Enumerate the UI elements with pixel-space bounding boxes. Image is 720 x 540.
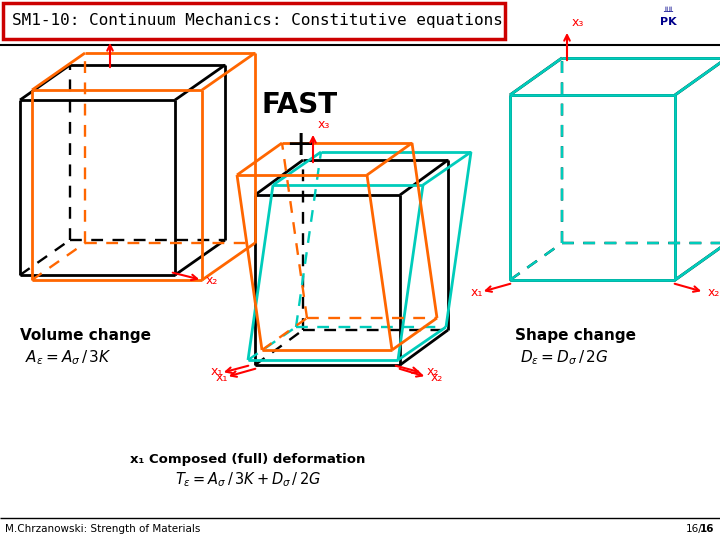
Text: PK: PK: [660, 17, 676, 27]
Text: $A_\varepsilon = A_\sigma\,/\,3K$: $A_\varepsilon = A_\sigma\,/\,3K$: [25, 348, 112, 367]
FancyBboxPatch shape: [3, 3, 505, 39]
Text: x₂: x₂: [431, 371, 444, 384]
Text: x₁: x₁: [471, 286, 483, 299]
Text: x₃: x₃: [318, 118, 330, 131]
Text: Shape change: Shape change: [515, 328, 636, 343]
Text: ╨╨: ╨╨: [663, 7, 673, 16]
Text: x₁ Composed (full) deformation: x₁ Composed (full) deformation: [130, 454, 366, 467]
Text: x₃: x₃: [572, 16, 585, 29]
Text: $D_\varepsilon = D_\sigma\,/\,2G$: $D_\varepsilon = D_\sigma\,/\,2G$: [520, 348, 608, 367]
Text: FAST: FAST: [262, 91, 338, 119]
Text: x₂: x₂: [708, 286, 720, 299]
Text: $T_\varepsilon = A_\sigma\,/\,3K + D_\sigma\,/\,2G$: $T_\varepsilon = A_\sigma\,/\,3K + D_\si…: [175, 471, 321, 489]
Text: x₁: x₁: [216, 371, 228, 384]
Text: Volume change: Volume change: [20, 328, 151, 343]
Text: +: +: [285, 128, 315, 162]
Text: x₂: x₂: [206, 274, 218, 287]
Text: SM1-10: Continuum Mechanics: Constitutive equations: SM1-10: Continuum Mechanics: Constitutiv…: [12, 14, 503, 29]
Text: x₁: x₁: [211, 365, 223, 378]
Text: 16: 16: [700, 524, 714, 534]
Text: 16/: 16/: [686, 524, 703, 534]
Text: x₃: x₃: [116, 27, 128, 40]
Text: M.Chrzanowski: Strength of Materials: M.Chrzanowski: Strength of Materials: [5, 524, 200, 534]
Text: x₂: x₂: [427, 365, 439, 378]
